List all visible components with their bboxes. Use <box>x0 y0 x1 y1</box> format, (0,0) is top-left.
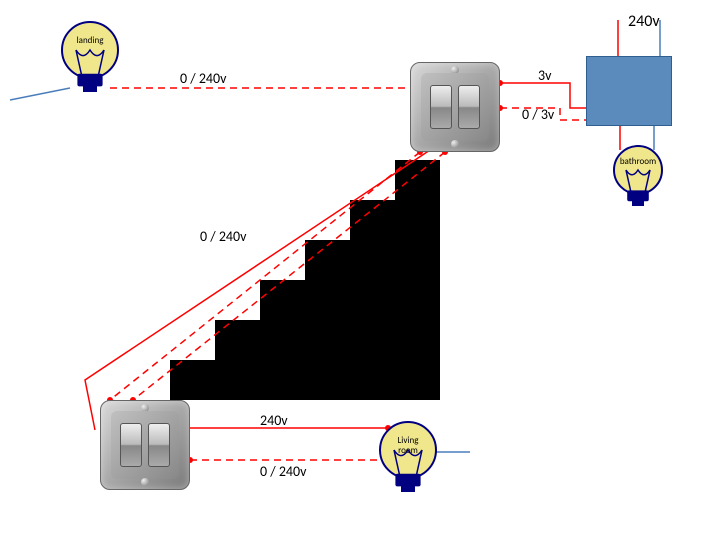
label-signal-switched: 0 / 3v <box>522 106 554 123</box>
label-landing-wire: 0 / 240v <box>180 70 226 87</box>
wire-red_landing_live <box>500 83 592 108</box>
bulb-living-room: Livingroom <box>380 422 436 492</box>
label-stairs-wire: 0 / 240v <box>200 228 246 245</box>
bulb-landing: landing <box>62 22 118 92</box>
label-240v-supply: 240v <box>628 12 660 31</box>
svg-text:bathroom: bathroom <box>620 156 656 167</box>
svg-text:landing: landing <box>77 35 105 46</box>
svg-text:room: room <box>398 445 418 456</box>
relay-box <box>586 56 672 126</box>
light-switch-top <box>410 62 500 152</box>
rocker-left <box>430 85 452 129</box>
rocker-right <box>458 85 480 129</box>
rocker-left <box>120 423 142 467</box>
rocker-right <box>148 423 170 467</box>
wire-blue_landing_in <box>10 88 70 100</box>
label-living-live: 240v <box>260 412 288 429</box>
bulb-bathroom: bathroom <box>614 146 662 206</box>
label-living-switched: 0 / 240v <box>260 463 306 480</box>
label-signal-3v: 3v <box>538 67 551 84</box>
light-switch-bottom <box>100 400 190 490</box>
stairs-icon <box>170 160 440 400</box>
